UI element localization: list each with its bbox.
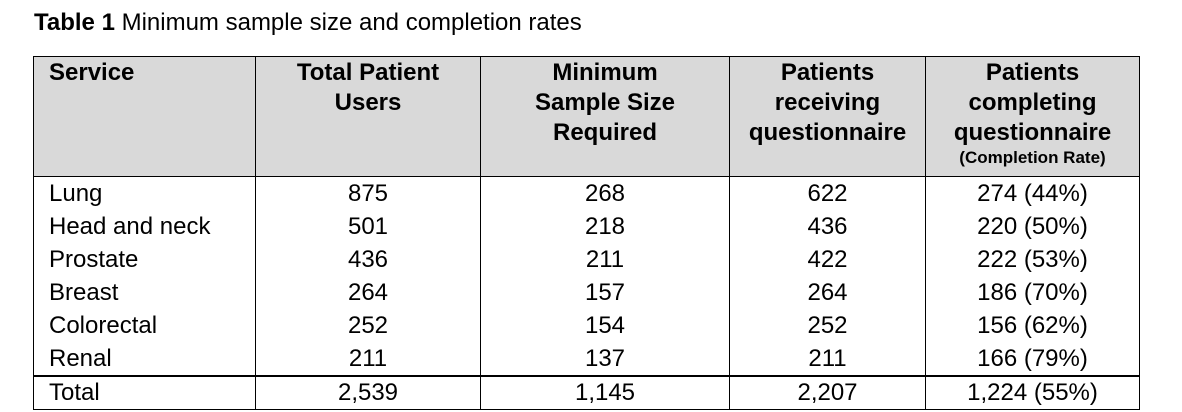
header-total-patient-users-label: Total Patient Users	[296, 59, 440, 116]
table-row: Colorectal 252 154 252 156 (62%)	[33, 309, 1140, 342]
table-caption: Table 1 Minimum sample size and completi…	[34, 8, 582, 38]
cell-total-users: 252	[255, 309, 481, 342]
cell-total-users: 211	[255, 342, 481, 376]
total-min-sample: 1,145	[480, 375, 730, 410]
cell-total-users: 875	[255, 176, 481, 210]
cell-completing: 186 (70%)	[925, 276, 1140, 309]
cell-service: Lung	[33, 176, 256, 210]
table-row: Breast 264 157 264 186 (70%)	[33, 276, 1140, 309]
cell-min-sample: 211	[480, 243, 730, 276]
cell-completing: 166 (79%)	[925, 342, 1140, 376]
header-patients-completing-label: Patients completing questionnaire	[953, 59, 1112, 146]
total-receiving: 2,207	[729, 375, 926, 410]
header-patients-receiving-label: Patients receiving questionnaire	[748, 59, 907, 146]
cell-min-sample: 157	[480, 276, 730, 309]
cell-service: Head and neck	[33, 210, 256, 243]
cell-total-users: 264	[255, 276, 481, 309]
table-row: Head and neck 501 218 436 220 (50%)	[33, 210, 1140, 243]
header-minimum-sample-size: Minimum Sample Size Required	[480, 56, 730, 177]
cell-receiving: 622	[729, 176, 926, 210]
cell-service: Breast	[33, 276, 256, 309]
cell-receiving: 211	[729, 342, 926, 376]
table-row: Prostate 436 211 422 222 (53%)	[33, 243, 1140, 276]
cell-receiving: 422	[729, 243, 926, 276]
cell-completing: 156 (62%)	[925, 309, 1140, 342]
cell-service: Colorectal	[33, 309, 256, 342]
header-patients-receiving: Patients receiving questionnaire	[729, 56, 926, 177]
cell-receiving: 264	[729, 276, 926, 309]
header-minimum-sample-size-label: Minimum Sample Size Required	[534, 59, 676, 146]
cell-min-sample: 137	[480, 342, 730, 376]
header-service-label: Service	[49, 59, 135, 86]
cell-min-sample: 154	[480, 309, 730, 342]
header-patients-completing: Patients completing questionnaire (Compl…	[925, 56, 1140, 177]
cell-min-sample: 218	[480, 210, 730, 243]
header-total-patient-users: Total Patient Users	[255, 56, 481, 177]
total-label: Total	[33, 375, 256, 410]
header-service: Service	[33, 56, 256, 177]
caption-label: Table 1	[34, 9, 115, 36]
total-row: Total 2,539 1,145 2,207 1,224 (55%)	[33, 375, 1140, 410]
total-completing: 1,224 (55%)	[925, 375, 1140, 410]
caption-text: Minimum sample size and completion rates	[114, 9, 582, 36]
cell-receiving: 252	[729, 309, 926, 342]
cell-min-sample: 268	[480, 176, 730, 210]
cell-completing: 222 (53%)	[925, 243, 1140, 276]
table-row: Renal 211 137 211 166 (79%)	[33, 342, 1140, 376]
sample-size-table: Service Total Patient Users Minimum Samp…	[33, 56, 1140, 410]
cell-service: Prostate	[33, 243, 256, 276]
cell-receiving: 436	[729, 210, 926, 243]
cell-service: Renal	[33, 342, 256, 376]
total-patient-users: 2,539	[255, 375, 481, 410]
cell-completing: 220 (50%)	[925, 210, 1140, 243]
cell-total-users: 436	[255, 243, 481, 276]
header-completion-rate-note: (Completion Rate)	[959, 148, 1106, 167]
header-row: Service Total Patient Users Minimum Samp…	[33, 56, 1140, 177]
table-row: Lung 875 268 622 274 (44%)	[33, 176, 1140, 210]
cell-completing: 274 (44%)	[925, 176, 1140, 210]
cell-total-users: 501	[255, 210, 481, 243]
